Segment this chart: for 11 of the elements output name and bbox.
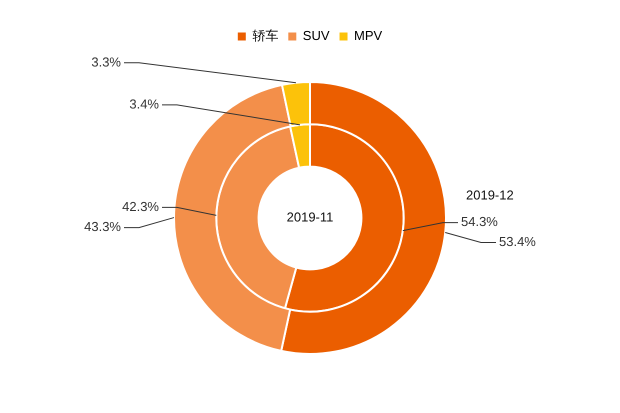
data-label: 3.4% [129,96,160,112]
legend-label: MPV [354,28,383,44]
data-label: 43.3% [84,219,122,234]
data-label: 54.3% [461,214,498,230]
slice-label: 2019-11 [286,210,334,225]
legend-label: 轿车 [252,28,278,44]
data-label: 3.3% [91,54,122,70]
data-label: 53.4% [499,234,536,250]
legend-label: SUV [302,28,330,44]
data-label: 42.3% [122,198,160,214]
slice-label: 2019-12 [466,188,514,203]
